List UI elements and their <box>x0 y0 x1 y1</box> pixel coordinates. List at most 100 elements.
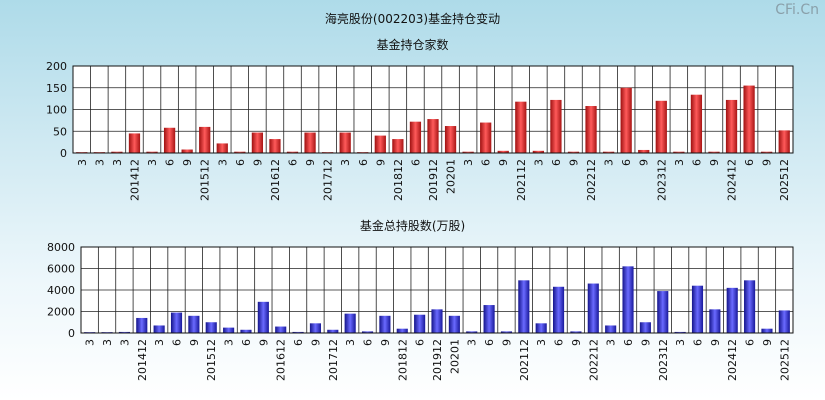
bar <box>655 100 667 153</box>
x-tick-label: 201812 <box>396 339 409 381</box>
x-tick-label: 202512 <box>778 159 791 201</box>
x-tick-label: 3 <box>118 339 131 346</box>
watermark: CFi.Cn <box>775 2 819 18</box>
bar <box>223 327 235 333</box>
y-tick-label: 6000 <box>47 263 75 276</box>
bar <box>462 151 474 153</box>
x-tick-label: 20201 <box>448 339 461 374</box>
chart-2-title: 基金总持股数(万股) <box>359 219 466 233</box>
x-tick-label: 3 <box>93 159 106 166</box>
x-tick-label: 9 <box>497 159 510 166</box>
x-tick-label: 3 <box>532 159 545 166</box>
x-tick-label: 6 <box>691 339 704 346</box>
x-tick-label: 6 <box>240 339 253 346</box>
bar <box>361 331 374 333</box>
bar <box>483 305 495 333</box>
x-tick-label: 9 <box>188 339 201 346</box>
x-tick-label: 202412 <box>726 339 739 381</box>
bar <box>188 315 200 333</box>
bar <box>448 315 460 333</box>
x-tick-label: 6 <box>622 339 635 346</box>
y-tick-label: 100 <box>46 104 67 117</box>
bar <box>570 331 582 333</box>
bar <box>170 312 183 333</box>
x-tick-label: 9 <box>708 159 721 166</box>
y-tick-label: 150 <box>46 82 67 95</box>
x-tick-label: 3 <box>674 339 687 346</box>
bar <box>497 150 509 153</box>
x-tick-label: 6 <box>287 159 300 166</box>
x-tick-label: 201712 <box>327 339 340 381</box>
bar <box>605 325 617 333</box>
bar <box>638 149 650 153</box>
x-tick-label: 3 <box>153 339 166 346</box>
bar <box>761 328 773 333</box>
bar <box>205 322 217 333</box>
x-tick-label: 3 <box>146 159 159 166</box>
x-tick-label: 201912 <box>431 339 444 381</box>
y-tick-label: 2000 <box>47 306 75 319</box>
x-tick-label: 3 <box>101 339 114 346</box>
bar <box>292 331 304 333</box>
x-tick-label: 201612 <box>269 159 282 201</box>
bar <box>234 151 246 153</box>
y-tick-label: 0 <box>60 147 67 160</box>
x-tick-label: 3 <box>462 159 475 166</box>
x-tick-label: 201412 <box>128 159 141 201</box>
bar <box>726 287 738 333</box>
page-title: 海亮股份(002203)基金持仓变动 <box>324 12 501 26</box>
x-tick-label: 6 <box>292 339 305 346</box>
bar <box>585 106 597 153</box>
bar <box>146 151 158 153</box>
bar <box>550 99 562 153</box>
bar <box>379 315 391 333</box>
x-tick-label: 3 <box>223 339 236 346</box>
x-tick-label: 3 <box>111 159 124 166</box>
bar <box>427 119 439 153</box>
x-tick-label: 202512 <box>778 339 791 381</box>
bar <box>269 139 281 153</box>
bar <box>673 151 685 153</box>
x-tick-label: 202112 <box>515 159 528 201</box>
x-tick-label: 201512 <box>205 339 218 381</box>
bar <box>602 151 615 153</box>
x-tick-label: 9 <box>251 159 264 166</box>
x-tick-label: 9 <box>570 339 583 346</box>
x-tick-label: 6 <box>620 159 633 166</box>
x-tick-label: 20201 <box>445 159 458 194</box>
x-tick-label: 3 <box>603 159 616 166</box>
bar <box>396 328 408 333</box>
x-tick-label: 9 <box>761 159 774 166</box>
bar <box>327 329 339 333</box>
bar <box>163 127 176 153</box>
y-tick-label: 0 <box>68 327 75 340</box>
chart-1-title: 基金持仓家数 <box>376 38 449 52</box>
bar <box>778 310 790 333</box>
x-tick-label: 201512 <box>199 159 212 201</box>
bar <box>374 135 386 153</box>
x-tick-label: 202312 <box>655 159 668 201</box>
bar <box>339 132 351 153</box>
bar <box>275 326 287 333</box>
x-tick-label: 202212 <box>585 159 598 201</box>
bar <box>431 309 443 333</box>
bar <box>690 94 703 153</box>
x-tick-label: 3 <box>605 339 618 346</box>
bar <box>761 151 773 153</box>
bar <box>466 331 478 333</box>
x-tick-label: 9 <box>761 339 774 346</box>
bar <box>532 150 544 153</box>
bar <box>199 126 211 153</box>
x-tick-label: 9 <box>500 339 513 346</box>
x-tick-label: 3 <box>344 339 357 346</box>
x-tick-label: 3 <box>673 159 686 166</box>
x-tick-label: 6 <box>553 339 566 346</box>
x-tick-label: 201412 <box>136 339 149 381</box>
x-tick-label: 202112 <box>518 339 531 381</box>
y-tick-label: 8000 <box>47 241 75 254</box>
x-tick-label: 3 <box>535 339 548 346</box>
bar <box>500 331 513 333</box>
